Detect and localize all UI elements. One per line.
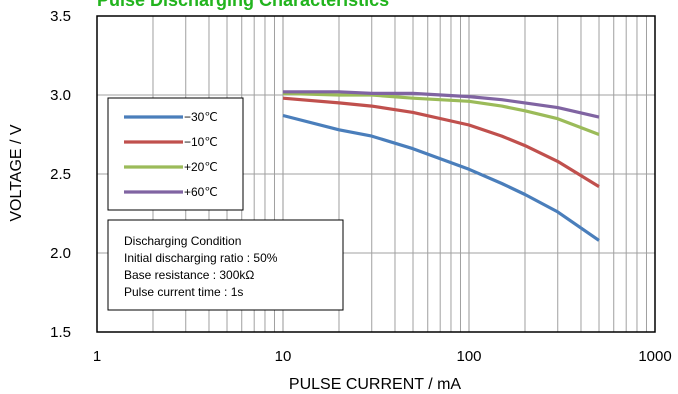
series-line-3 (282, 91, 600, 136)
series-layer (282, 90, 600, 242)
chart-title: Pulse Discharging Characteristics (97, 0, 389, 10)
x-tick-labels: 1 10 100 1000 (93, 348, 672, 365)
x-tick-label: 1 (93, 348, 101, 365)
series-line-2 (282, 96, 600, 188)
y-tick-label: 3.5 (50, 8, 71, 25)
conditions-note-box (107, 219, 344, 311)
y-tick-labels: 1.5 2.0 2.5 3.0 3.5 (50, 8, 71, 341)
x-tick-label: 100 (456, 348, 481, 365)
x-axis-label: PULSE CURRENT / mA (289, 376, 462, 393)
y-axis-label: VOLTAGE / V (8, 124, 25, 222)
plot-frame (96, 15, 656, 333)
conditions-note-line: Initial discharging ratio : 50% (124, 251, 278, 265)
conditions-note-line: Base resistance : 300kΩ (124, 268, 254, 282)
legend-label: +20℃ (184, 160, 218, 174)
y-tick-label: 1.5 (50, 324, 71, 341)
x-tick-label: 10 (275, 348, 292, 365)
legend-label: +60℃ (184, 185, 218, 199)
conditions-note: Discharging Condition Initial discharging… (107, 219, 344, 311)
series-line-4 (283, 90, 600, 119)
y-tick-label: 2.5 (50, 166, 71, 183)
legend-label: −10℃ (184, 135, 218, 149)
y-tick-label: 2.0 (50, 245, 71, 262)
conditions-note-line: Pulse current time : 1s (124, 285, 243, 299)
series-line-1 (282, 113, 600, 242)
grid-layer (97, 16, 655, 332)
legend-items: −30℃ −10℃ +20℃ +60℃ (124, 110, 218, 199)
conditions-note-lines: Discharging Condition Initial discharging… (124, 234, 278, 299)
conditions-note-line: Discharging Condition (124, 234, 241, 248)
legend-label: −30℃ (184, 110, 218, 124)
x-tick-label: 1000 (638, 348, 671, 365)
legend: −30℃ −10℃ +20℃ +60℃ (107, 97, 244, 211)
y-tick-label: 3.0 (50, 87, 71, 104)
